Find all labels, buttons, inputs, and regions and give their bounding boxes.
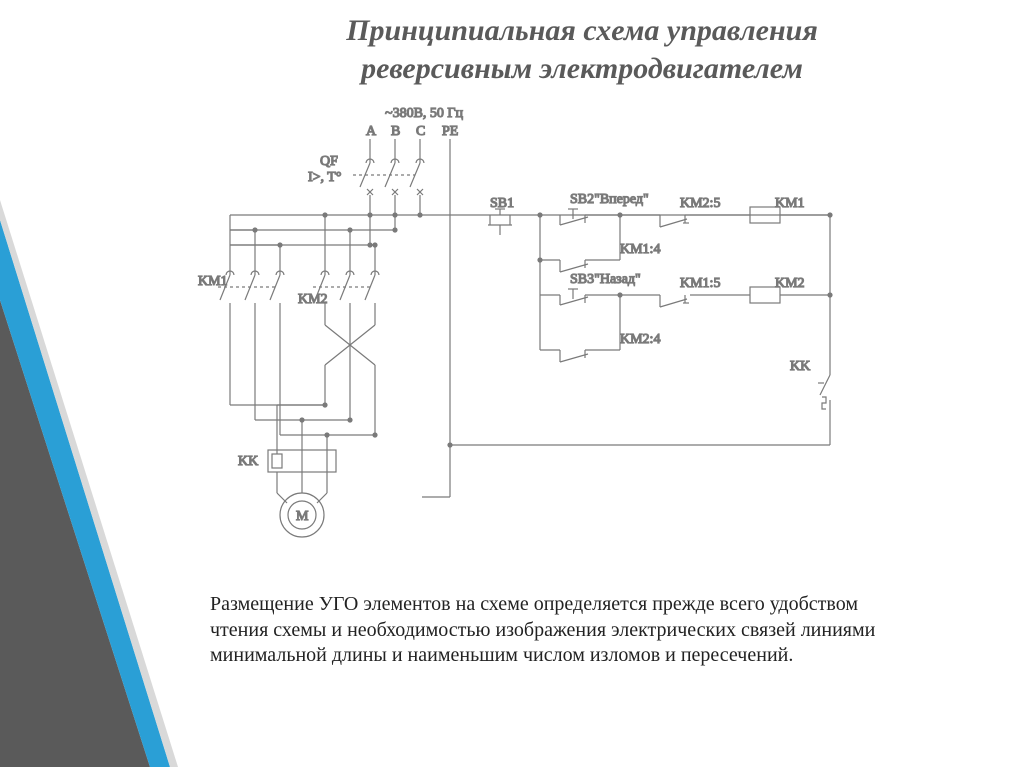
km1-power-label: KM1 xyxy=(198,274,228,289)
kk-nc-contact xyxy=(818,375,830,409)
sb3-back-button xyxy=(560,289,588,305)
km2-power-label: KM2 xyxy=(298,292,328,307)
accent-stripe xyxy=(0,0,180,767)
schematic-diagram: ~380В, 50 Гц A B C PE QF I>, T° xyxy=(190,105,870,550)
sb1-stop-button xyxy=(488,209,512,235)
caption-text: Размещение УГО элементов на схеме опреде… xyxy=(210,592,910,669)
km24-no-contact xyxy=(560,350,588,362)
phase-pe: PE xyxy=(442,124,458,139)
title-line-1: Принципиальная схема управления xyxy=(346,14,818,47)
kk-right-label: KK xyxy=(790,359,810,374)
km14-no-contact xyxy=(560,260,588,272)
km25-label: KM2:5 xyxy=(680,196,720,211)
km14-label: KM1:4 xyxy=(620,242,660,257)
sb2-forward-button xyxy=(560,209,588,225)
qf-breaker xyxy=(353,159,424,195)
km24-label: KM2:4 xyxy=(620,332,660,347)
supply-label: ~380В, 50 Гц xyxy=(385,106,464,121)
kk-label: KK xyxy=(238,454,258,469)
phase-c: C xyxy=(416,124,425,139)
km15-label: KM1:5 xyxy=(680,276,720,291)
qf-label: QF xyxy=(320,154,338,169)
phase-a: A xyxy=(366,124,377,139)
km25-nc-contact xyxy=(660,215,690,227)
sb3-label: SB3"Назад" xyxy=(570,272,641,287)
motor-label: M xyxy=(296,509,309,524)
title-line-2: реверсивным электродвигателем xyxy=(361,52,803,85)
km1-power-contacts xyxy=(218,271,284,300)
qf-sub-label: I>, T° xyxy=(308,170,341,185)
sb2-label: SB2"Вперед" xyxy=(570,192,649,207)
km15-nc-contact xyxy=(660,295,689,307)
phase-b: B xyxy=(391,124,400,139)
page-title: Принципиальная схема управления реверсив… xyxy=(200,12,964,87)
